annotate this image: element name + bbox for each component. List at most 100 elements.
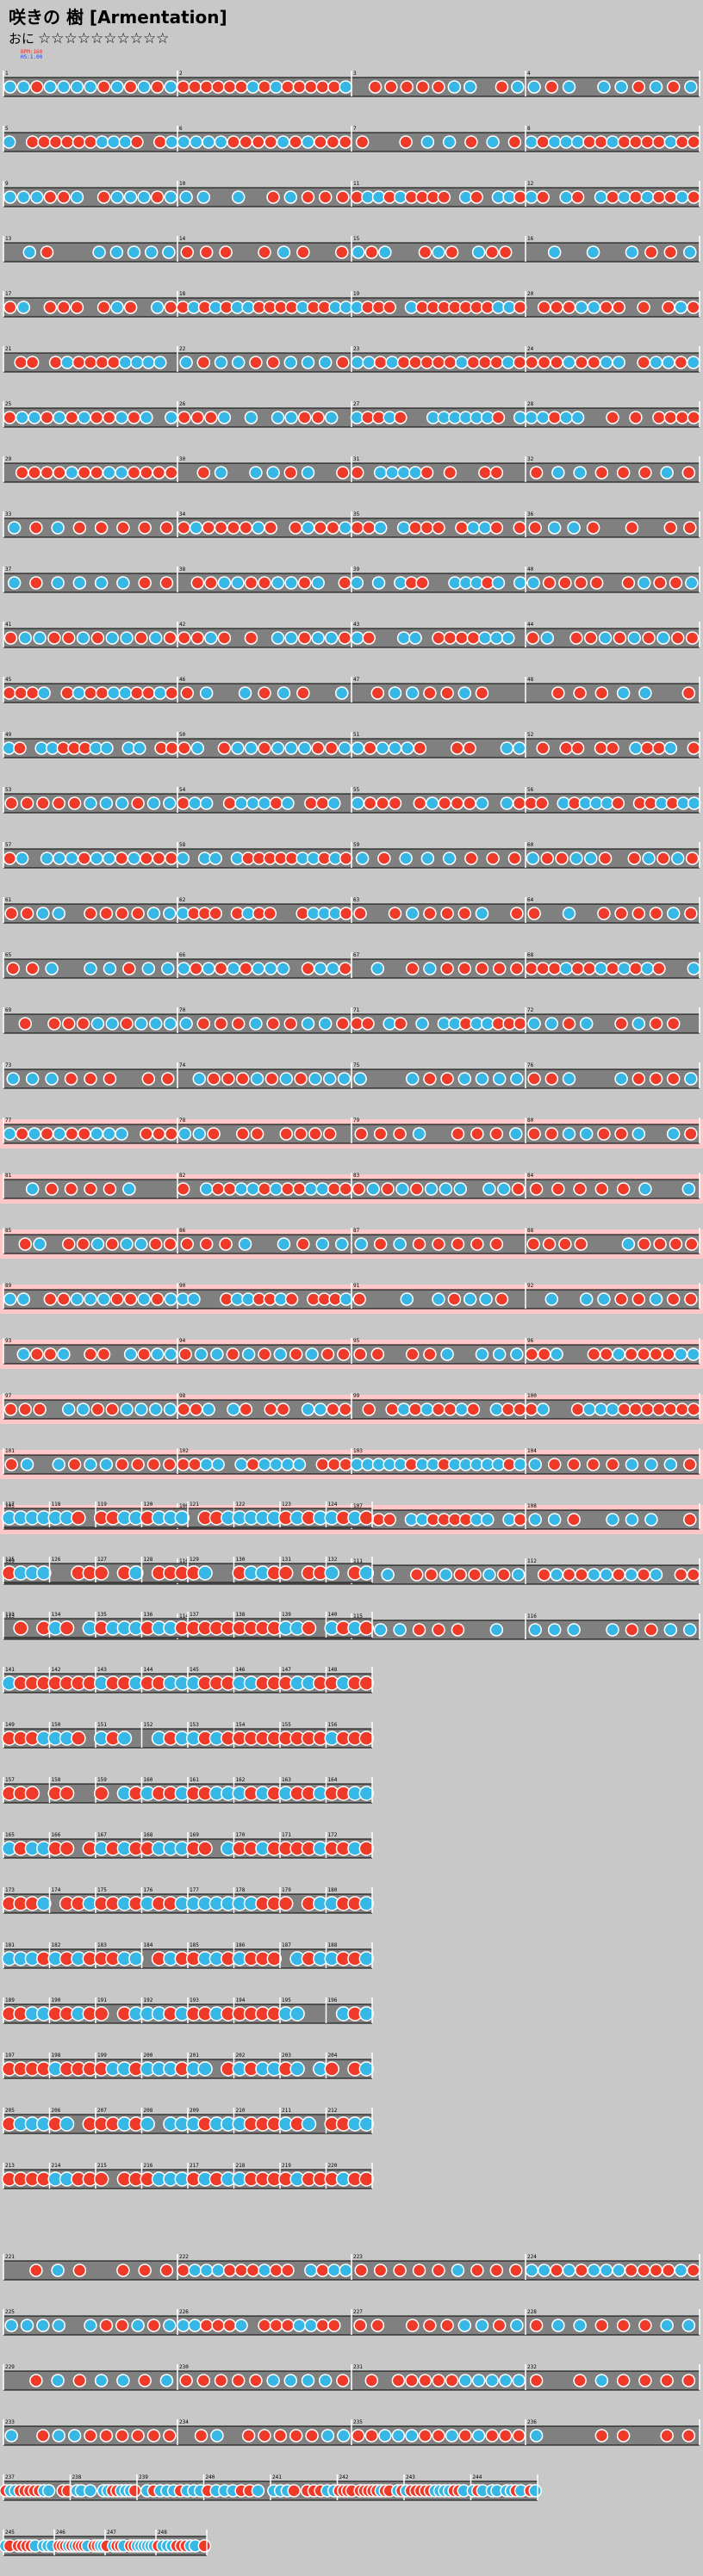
- ka-note: [65, 851, 79, 865]
- don-note: [614, 907, 628, 920]
- ka-note: [432, 245, 445, 259]
- measure-number: 219: [282, 2163, 291, 2169]
- don-note: [616, 1182, 631, 1196]
- measure-number: 81: [5, 1173, 12, 1179]
- don-note: [513, 356, 527, 369]
- don-note: [159, 576, 174, 590]
- ka-note: [301, 1403, 315, 1416]
- ka-note: [528, 2484, 542, 2498]
- don-note: [4, 796, 18, 810]
- don-note: [72, 521, 87, 535]
- don-note: [128, 2484, 142, 2498]
- ka-note: [674, 1347, 688, 1361]
- don-note: [99, 2319, 114, 2332]
- measure-number: 74: [179, 1062, 186, 1068]
- ka-note: [62, 1403, 76, 1416]
- don-note: [606, 962, 619, 975]
- measure-number: 163: [282, 1777, 291, 1783]
- measure-number: 233: [5, 2419, 15, 2425]
- measure-number: 89: [5, 1283, 12, 1289]
- measure-number: 96: [527, 1338, 534, 1344]
- don-note: [547, 411, 562, 424]
- ka-note: [284, 411, 298, 424]
- ka-note: [271, 576, 285, 590]
- don-note: [246, 2263, 260, 2277]
- ka-note: [600, 2263, 613, 2277]
- don-note: [301, 1620, 317, 1636]
- ka-note: [624, 1568, 638, 1582]
- scroll-label: HS:1.00: [21, 54, 43, 60]
- don-note: [394, 411, 407, 424]
- don-note: [199, 1237, 214, 1251]
- measure-number: 54: [179, 787, 186, 793]
- measure-number: 215: [97, 2163, 107, 2169]
- ka-note: [396, 631, 411, 645]
- don-note: [687, 2263, 700, 2277]
- don-note: [559, 741, 573, 755]
- don-note: [537, 1568, 551, 1582]
- ka-note: [2, 135, 16, 149]
- don-note: [575, 1568, 588, 1582]
- don-note: [78, 1127, 91, 1141]
- don-note: [211, 1182, 225, 1196]
- measure-number: 205: [5, 2108, 15, 2114]
- don-note: [420, 521, 434, 535]
- don-note: [683, 521, 697, 535]
- measure-number: 196: [328, 1997, 338, 2003]
- don-note: [3, 411, 16, 424]
- don-note: [258, 2429, 271, 2443]
- ka-note: [234, 2319, 248, 2332]
- don-note: [529, 2374, 544, 2387]
- don-note: [455, 521, 469, 535]
- don-note: [354, 2263, 368, 2277]
- don-note: [53, 466, 66, 480]
- ka-note: [314, 962, 327, 975]
- don-note: [131, 2429, 145, 2443]
- don-note: [131, 907, 145, 920]
- don-note: [529, 466, 544, 480]
- don-note: [540, 851, 554, 865]
- ka-note: [144, 245, 159, 259]
- don-note: [96, 80, 111, 94]
- ka-note: [528, 1458, 542, 1471]
- don-note: [485, 2429, 499, 2443]
- ka-note: [109, 245, 124, 259]
- measure-number: 144: [144, 1667, 153, 1673]
- don-note: [526, 631, 540, 645]
- ka-note: [371, 576, 386, 590]
- don-note: [315, 2263, 330, 2277]
- don-note: [550, 356, 563, 369]
- don-note: [507, 135, 522, 149]
- ka-note: [165, 135, 179, 149]
- don-note: [214, 962, 228, 975]
- ka-note: [102, 466, 116, 480]
- don-note: [652, 1403, 666, 1416]
- measure-number: 101: [5, 1448, 15, 1454]
- don-note: [152, 466, 166, 480]
- ka-note: [497, 1182, 511, 1196]
- measure-number: 46: [179, 677, 186, 683]
- don-note: [327, 80, 341, 94]
- don-note: [412, 1623, 426, 1637]
- ka-note: [353, 1072, 367, 1086]
- ka-note: [163, 907, 177, 920]
- ka-note: [283, 2374, 298, 2387]
- ka-note: [378, 2429, 392, 2443]
- measure-number: 240: [206, 2474, 215, 2480]
- don-note: [535, 796, 549, 810]
- ka-note: [683, 1623, 697, 1637]
- measure-number: 87: [353, 1228, 360, 1234]
- don-note: [165, 466, 178, 480]
- don-note: [176, 1458, 190, 1471]
- ka-note: [164, 1292, 177, 1306]
- ka-note: [569, 851, 583, 865]
- ka-note: [18, 631, 32, 645]
- ka-note: [188, 796, 202, 810]
- ka-note: [78, 411, 91, 424]
- ka-note: [197, 1565, 213, 1581]
- don-note: [84, 1347, 97, 1361]
- ka-note: [324, 1565, 339, 1581]
- ka-note: [475, 1072, 489, 1086]
- ka-note: [649, 1568, 663, 1582]
- ka-note: [271, 411, 285, 424]
